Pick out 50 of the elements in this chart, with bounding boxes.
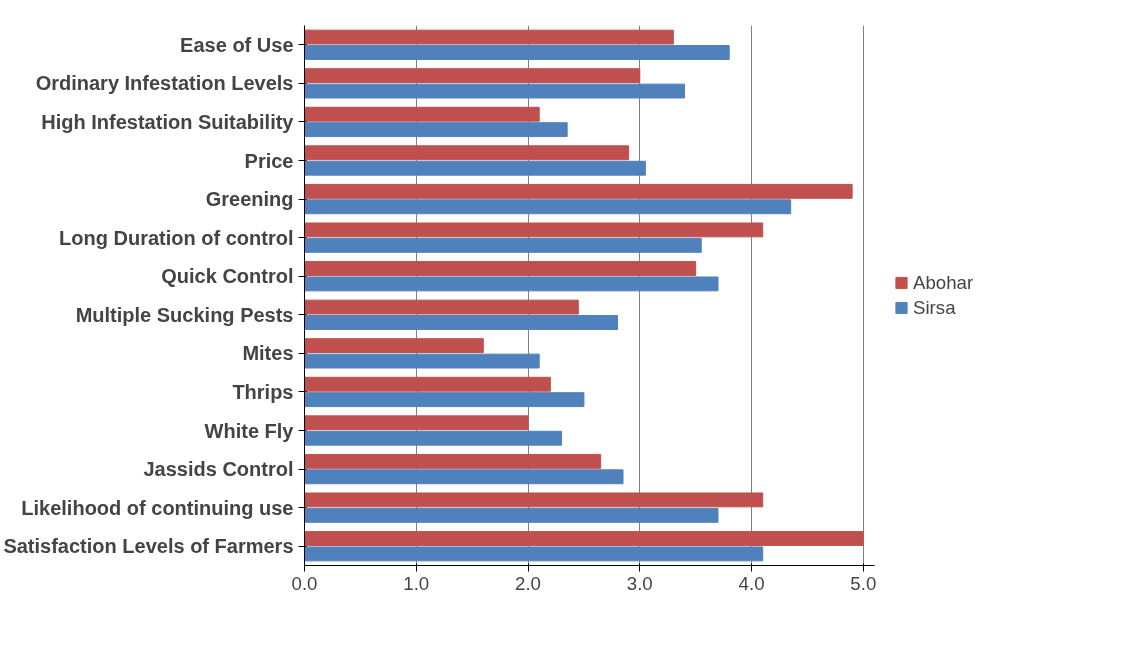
y-tick-label: Satisfaction Levels of Farmers (3, 535, 294, 558)
bar (304, 492, 764, 508)
bar (304, 160, 646, 176)
bar (304, 299, 579, 315)
bar (304, 430, 563, 446)
y-tick-label: Thrips (232, 380, 294, 403)
legend-label: Sirsa (913, 296, 956, 319)
y-tick-label: Price (244, 149, 294, 172)
y-tick-label: Ease of Use (180, 33, 294, 56)
bar (304, 68, 641, 84)
y-tick-label: Jassids Control (143, 458, 294, 481)
bar (304, 276, 719, 292)
legend-label: Abohar (913, 271, 974, 294)
x-tick-label: 5.0 (850, 572, 877, 594)
bar (304, 106, 540, 122)
bar (304, 122, 568, 138)
bar (304, 469, 624, 485)
x-tick-label: 3.0 (626, 572, 653, 594)
bar (304, 392, 585, 408)
bar (304, 546, 764, 562)
bar (304, 507, 719, 523)
bar (304, 45, 730, 60)
bar (304, 415, 529, 431)
bar (304, 531, 864, 546)
y-tick-label: Multiple Sucking Pests (75, 303, 294, 326)
x-tick-label: 0.0 (291, 572, 318, 594)
bar (304, 453, 602, 469)
y-tick-label: Greening (205, 188, 294, 211)
y-tick-label: High Infestation Suitability (41, 110, 295, 133)
y-tick-label: Likelihood of continuing use (21, 496, 294, 519)
bar (304, 261, 697, 276)
bar (304, 29, 674, 45)
y-tick-label: Quick Control (161, 265, 294, 288)
bar (304, 145, 630, 161)
bar (304, 222, 764, 238)
bar (304, 237, 702, 253)
x-tick-label: 4.0 (738, 572, 765, 594)
bar (304, 183, 853, 199)
y-tick-label: Mites (242, 342, 294, 365)
y-tick-label: Ordinary Infestation Levels (35, 72, 294, 95)
x-tick-label: 1.0 (403, 572, 430, 594)
bar (304, 199, 792, 215)
x-tick-label: 2.0 (515, 572, 541, 594)
bar (304, 338, 484, 354)
bar (304, 83, 685, 99)
bar (304, 353, 540, 369)
bar (304, 376, 551, 392)
bar (304, 315, 618, 330)
y-tick-label: White Fly (204, 419, 295, 442)
y-tick-label: Long Duration of control (59, 226, 294, 249)
